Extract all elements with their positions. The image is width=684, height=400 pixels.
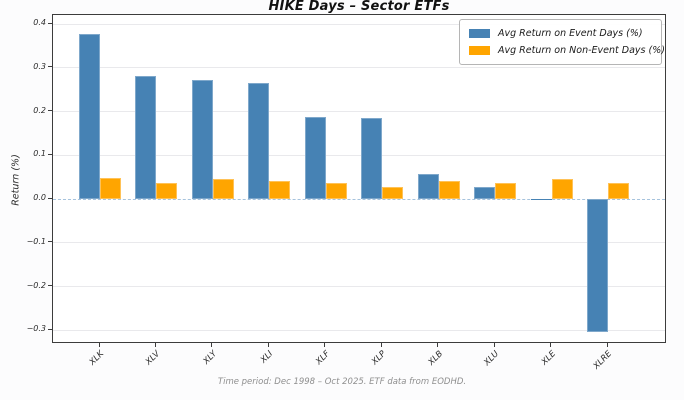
legend: Avg Return on Event Days (%) Avg Return … [459, 19, 665, 65]
bar-event-days-XLU [474, 187, 496, 200]
y-tick-label: 0.0 [33, 193, 46, 203]
bar-event-days-XLB [417, 173, 439, 200]
y-tick-mark [48, 285, 52, 287]
bar-non-event-days-XLP [382, 186, 404, 200]
bar-event-days-XLY [191, 79, 213, 200]
y-tick-mark [48, 153, 52, 155]
y-tick-label: 0.1 [33, 149, 46, 159]
gridline [53, 154, 665, 156]
x-tick-mark-XLRE [606, 343, 608, 347]
legend-label-non-event-days: Avg Return on Non-Event Days (%) [498, 45, 665, 56]
bar-non-event-days-XLY [212, 179, 234, 200]
bar-event-days-XLP [361, 117, 383, 200]
x-tick-mark-XLE [550, 343, 552, 347]
bar-event-days-XLRE [587, 199, 609, 332]
gridline [53, 111, 665, 113]
y-tick-mark [48, 110, 52, 112]
x-tick-label-XLU: XLU [482, 349, 502, 368]
y-tick-label: −0.3 [26, 324, 46, 334]
x-tick-mark-XLF [324, 343, 326, 347]
x-tick-mark-XLI [267, 343, 269, 347]
x-tick-label-XLRE: XLRE [591, 349, 615, 372]
bar-event-days-XLK [79, 33, 100, 200]
x-tick-label-XLB: XLB [426, 349, 445, 368]
legend-swatch-event-days [469, 29, 490, 38]
x-tick-mark-XLP [380, 343, 382, 347]
y-tick-mark [48, 66, 52, 68]
bar-non-event-days-XLB [438, 180, 460, 200]
bar-event-days-XLF [304, 116, 326, 200]
y-tick-label: 0.2 [33, 105, 46, 115]
caption: Time period: Dec 1998 – Oct 2025. ETF da… [217, 377, 467, 387]
x-tick-mark-XLV [154, 343, 156, 347]
y-tick-mark [48, 328, 52, 330]
gridline [53, 23, 665, 25]
chart-title: HIKE Days – Sector ETFs [268, 0, 450, 14]
gridline [53, 329, 665, 331]
y-tick-label: 0.3 [33, 61, 46, 71]
bar-non-event-days-XLE [551, 178, 573, 200]
bar-non-event-days-XLRE [608, 183, 630, 200]
bar-non-event-days-XLV [156, 183, 178, 200]
bar-event-days-XLV [135, 75, 157, 200]
x-tick-label-XLY: XLY [201, 349, 219, 367]
x-tick-label-XLI: XLI [259, 349, 276, 366]
y-tick-mark [48, 22, 52, 24]
x-tick-label-XLP: XLP [370, 349, 389, 368]
zero-line [53, 198, 665, 200]
bar-event-days-XLI [248, 82, 270, 200]
legend-item-non-event-days: Avg Return on Non-Event Days (%) [469, 42, 665, 59]
x-tick-label-XLE: XLE [539, 349, 558, 368]
x-tick-mark-XLU [493, 343, 495, 347]
y-tick-label: −0.2 [26, 280, 46, 290]
plot-area [52, 14, 666, 343]
gridline [53, 67, 665, 69]
y-tick-mark [48, 197, 52, 199]
x-tick-label-XLF: XLF [313, 349, 332, 367]
x-tick-mark-XLY [211, 343, 213, 347]
x-tick-mark-XLK [98, 343, 100, 347]
y-tick-label: 0.4 [33, 18, 46, 28]
x-tick-label-XLV: XLV [144, 349, 163, 368]
y-tick-mark [48, 241, 52, 243]
bar-non-event-days-XLF [325, 182, 347, 200]
bar-non-event-days-XLI [269, 180, 291, 200]
legend-item-event-days: Avg Return on Event Days (%) [469, 25, 653, 42]
legend-swatch-non-event-days [469, 46, 490, 55]
bar-non-event-days-XLK [100, 178, 121, 200]
gridline [53, 286, 665, 288]
y-tick-label: −0.1 [26, 236, 46, 246]
x-tick-label-XLK: XLK [87, 349, 107, 368]
bar-non-event-days-XLU [495, 183, 517, 200]
gridline [53, 242, 665, 244]
x-tick-mark-XLB [437, 343, 439, 347]
legend-label-event-days: Avg Return on Event Days (%) [498, 28, 643, 39]
